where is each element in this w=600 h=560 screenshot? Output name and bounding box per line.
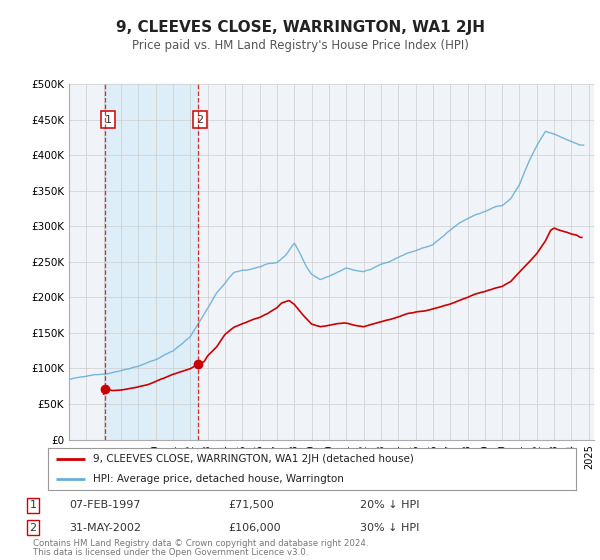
Bar [106,84,197,440]
Text: 31-MAY-2002: 31-MAY-2002 [69,522,141,533]
Text: 2: 2 [197,115,204,124]
Text: 2: 2 [29,522,37,533]
Text: 9, CLEEVES CLOSE, WARRINGTON, WA1 2JH (detached house): 9, CLEEVES CLOSE, WARRINGTON, WA1 2JH (d… [93,454,414,464]
Text: 30% ↓ HPI: 30% ↓ HPI [360,522,419,533]
Text: £106,000: £106,000 [228,522,281,533]
Text: 1: 1 [104,115,112,124]
Text: 1: 1 [29,500,37,510]
Text: £71,500: £71,500 [228,500,274,510]
Text: 20% ↓ HPI: 20% ↓ HPI [360,500,419,510]
Text: 9, CLEEVES CLOSE, WARRINGTON, WA1 2JH: 9, CLEEVES CLOSE, WARRINGTON, WA1 2JH [115,20,485,35]
Text: Price paid vs. HM Land Registry's House Price Index (HPI): Price paid vs. HM Land Registry's House … [131,39,469,52]
Text: 07-FEB-1997: 07-FEB-1997 [69,500,140,510]
Text: Contains HM Land Registry data © Crown copyright and database right 2024.: Contains HM Land Registry data © Crown c… [33,539,368,548]
Text: This data is licensed under the Open Government Licence v3.0.: This data is licensed under the Open Gov… [33,548,308,557]
Text: HPI: Average price, detached house, Warrington: HPI: Average price, detached house, Warr… [93,474,344,484]
